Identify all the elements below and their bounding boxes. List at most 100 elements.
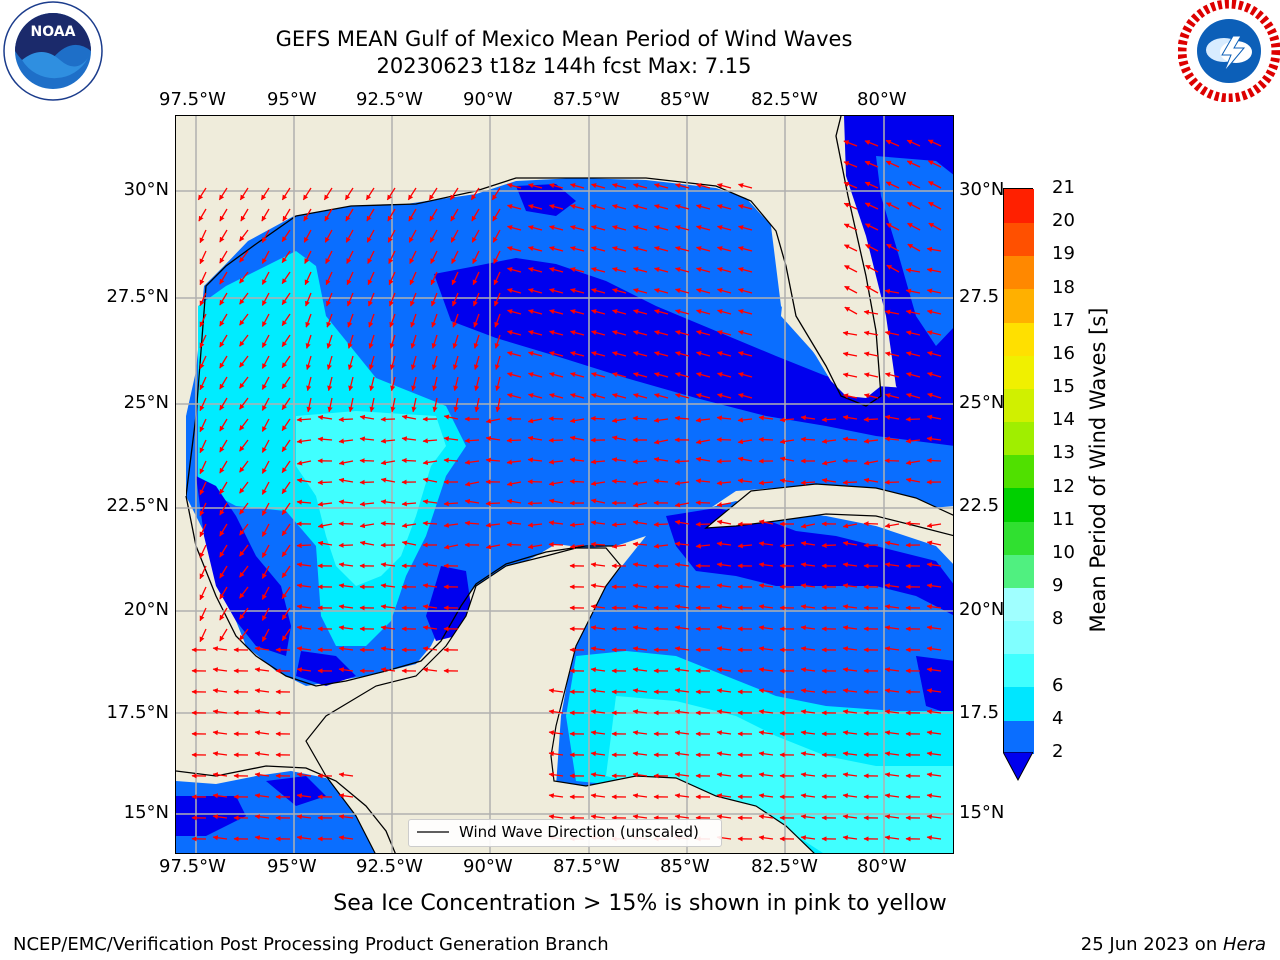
wave-direction-arrow [886,223,900,231]
lon-tick-top: 97.5°W [159,89,226,110]
wave-direction-arrow [296,583,312,589]
wave-direction-arrow [674,562,690,568]
wave-direction-arrow [907,243,921,252]
wave-direction-arrow [716,204,732,210]
wave-direction-arrow [863,372,879,378]
wave-direction-arrow [380,562,396,568]
wave-direction-arrow [281,544,291,558]
wave-direction-arrow [548,351,564,357]
wave-direction-arrow [506,204,522,210]
wave-direction-arrow [422,562,438,568]
wave-direction-arrow [281,523,291,537]
wave-direction-arrow [926,583,942,589]
wave-direction-arrow [590,604,606,610]
wave-direction-arrow [863,521,879,527]
wave-direction-arrow [261,607,270,621]
wave-direction-arrow [296,542,312,549]
wave-direction-arrow [842,835,858,841]
wave-direction-arrow [590,225,606,231]
wave-direction-arrow [674,688,690,694]
wave-direction-arrow [926,540,942,546]
wave-direction-arrow [304,271,312,286]
wave-direction-arrow [219,292,228,306]
wave-direction-arrow [485,522,501,528]
wave-direction-arrow [261,502,270,516]
wave-direction-arrow [884,540,900,546]
wave-direction-arrow [494,355,501,370]
wave-direction-arrow [884,523,900,529]
colorbar-segment [1004,421,1034,456]
wave-direction-arrow [927,139,942,147]
wave-direction-arrow [653,439,669,445]
wave-direction-arrow [653,456,669,463]
wave-direction-arrow [716,688,732,694]
wave-direction-arrow [926,772,942,778]
wave-direction-arrow [569,246,585,252]
wave-direction-arrow [886,264,900,273]
wave-direction-arrow [800,667,816,673]
wave-direction-arrow [842,604,858,610]
wave-direction-arrow [359,523,375,529]
colorbar-segment [1004,587,1034,622]
wave-direction-arrow [471,229,480,243]
wave-direction-arrow [884,414,900,420]
wave-direction-arrow [569,372,585,378]
wave-direction-arrow [548,751,564,757]
wave-direction-arrow [261,565,270,579]
colorbar-tick-label: 2 [1052,741,1064,762]
western-light-waves [296,411,446,586]
wave-direction-arrow [674,246,690,252]
wave-direction-arrow [338,542,354,548]
wave-direction-arrow [632,309,648,315]
wave-direction-arrow [409,271,417,286]
wave-direction-arrow [716,372,732,378]
wave-direction-arrow [212,835,228,841]
wave-direction-arrow [758,814,774,820]
wave-direction-arrow [430,250,438,264]
wave-direction-arrow [199,355,207,370]
wave-direction-arrow [548,793,564,799]
wave-direction-arrow [443,414,459,420]
wave-direction-arrow [926,814,942,820]
wave-direction-arrow [884,288,900,294]
wave-direction-arrow [296,438,312,444]
wave-direction-arrow [674,393,690,399]
wave-direction-arrow [325,250,333,264]
wave-direction-arrow [365,187,375,201]
wave-direction-arrow [716,330,732,336]
wave-direction-arrow [296,460,312,466]
wave-direction-arrow [464,438,480,444]
wave-direction-arrow [199,397,207,412]
wave-direction-arrow [842,793,858,799]
wave-direction-arrow [632,415,648,421]
wave-direction-arrow [254,814,270,820]
wave-direction-arrow [842,625,858,631]
wave-direction-arrow [864,140,879,147]
wave-direction-arrow [842,751,858,757]
chart-title: GEFS MEAN Gulf of Mexico Mean Period of … [275,27,853,51]
wave-direction-arrow [506,437,522,444]
wave-direction-arrow [737,439,753,445]
wave-direction-arrow [296,499,312,505]
lon-tick-top: 90°W [463,89,513,110]
wave-direction-arrow [199,439,207,454]
wave-direction-arrow [716,667,732,673]
wave-direction-arrow [261,418,270,432]
wave-direction-arrow [800,709,816,715]
wave-direction-arrow [281,313,291,327]
wave-direction-arrow [737,456,753,462]
wave-direction-arrow [296,417,312,423]
wave-direction-arrow [863,477,879,483]
wave-direction-arrow [408,229,417,243]
colorbar-segment [1004,653,1034,688]
wave-direction-arrow [632,351,648,357]
wave-direction-arrow [716,415,732,421]
wave-direction-arrow [569,204,585,210]
wave-direction-arrow [569,225,585,231]
wave-direction-arrow [199,313,207,328]
wave-direction-arrow [261,271,270,285]
lat-tick-right: 17.5 [959,702,1000,723]
wave-direction-arrow [632,372,648,378]
wave-direction-arrow [779,456,795,462]
colorbar-tick-label: 8 [1052,608,1064,630]
